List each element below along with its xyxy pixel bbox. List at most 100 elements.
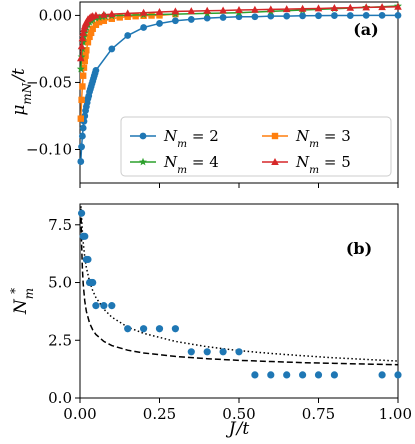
data-point xyxy=(219,348,227,356)
x-tick-label: 0.00 xyxy=(63,405,96,423)
data-point xyxy=(203,348,211,356)
panel-b-tag: (b) xyxy=(346,239,372,258)
y-tick-label: −0.05 xyxy=(26,73,72,91)
y-tick-label: 2.5 xyxy=(48,331,72,349)
data-point xyxy=(78,34,87,42)
dotted-curve xyxy=(80,206,399,362)
data-point xyxy=(100,10,108,18)
data-point xyxy=(394,2,402,10)
data-point xyxy=(394,12,402,19)
data-point xyxy=(331,12,338,19)
panel-a-x-ticks xyxy=(79,183,399,188)
panel-b-y-ticks: 0.0 2.5 5.0 7.5 xyxy=(48,216,80,407)
data-point xyxy=(203,6,211,14)
panel-a-y-ticks: 0.00 −0.05 −0.10 xyxy=(26,6,80,158)
dashed-curve xyxy=(80,208,399,366)
data-point xyxy=(283,12,291,20)
data-point xyxy=(172,17,179,25)
legend-label: Nm = 2 xyxy=(163,127,219,150)
panel-a-tag: (a) xyxy=(353,20,379,39)
data-point xyxy=(81,57,88,65)
data-point xyxy=(124,13,131,20)
panel-a: 0.00−0.05−0.10 μmN/t (a) Nm = 2 Nm = 3Nm … xyxy=(9,1,402,188)
series-3 xyxy=(77,10,179,122)
data-point xyxy=(79,83,86,90)
panel-a-series xyxy=(76,1,402,165)
legend-entry: Nm = 2 xyxy=(130,127,219,150)
data-point xyxy=(394,371,402,379)
legend-frame xyxy=(120,116,392,177)
legend-label: Nm = 3 xyxy=(295,127,351,150)
data-point xyxy=(108,302,116,310)
legend-label: Nm = 4 xyxy=(163,153,219,176)
data-point xyxy=(298,4,307,12)
data-point xyxy=(92,11,100,19)
x-tick-label: 0.25 xyxy=(143,405,176,423)
legend-marker xyxy=(139,132,147,140)
data-point xyxy=(78,96,85,104)
data-point xyxy=(362,3,370,11)
data-point xyxy=(78,132,86,140)
data-point xyxy=(378,12,386,19)
x-tick-label: 1.00 xyxy=(379,405,412,423)
data-point xyxy=(140,325,148,333)
y-tick-label: −0.10 xyxy=(26,140,72,158)
data-point xyxy=(76,64,85,73)
data-point xyxy=(77,209,86,217)
data-point xyxy=(156,20,163,27)
y-tick-label: 0.0 xyxy=(48,389,72,407)
y-tick-label: 5.0 xyxy=(48,274,72,292)
legend-marker xyxy=(271,158,279,165)
data-point xyxy=(79,72,87,79)
data-point xyxy=(84,255,92,264)
data-point xyxy=(86,33,93,41)
data-point xyxy=(251,5,259,13)
data-point xyxy=(77,115,84,122)
data-point xyxy=(148,12,155,19)
data-point xyxy=(187,16,195,23)
data-point xyxy=(87,29,95,37)
data-point xyxy=(378,371,386,379)
data-point xyxy=(299,371,307,379)
data-point xyxy=(108,10,116,18)
data-point xyxy=(330,371,338,379)
data-point xyxy=(76,54,85,62)
series-5 xyxy=(76,2,402,62)
panel-b-points xyxy=(77,209,402,379)
legend-marker xyxy=(271,132,279,140)
data-point xyxy=(124,325,132,333)
data-point xyxy=(219,6,227,14)
panel-a-legend: Nm = 2 Nm = 3 Nm = 4 Nm = 5 xyxy=(120,116,392,177)
x-tick-label: 0.75 xyxy=(302,405,335,423)
data-point xyxy=(378,3,386,11)
data-point xyxy=(282,5,291,13)
data-point xyxy=(155,325,164,333)
data-point xyxy=(362,12,370,19)
data-point xyxy=(89,278,97,287)
data-point xyxy=(314,4,323,12)
legend-entry: Nm = 3 xyxy=(262,127,351,150)
data-point xyxy=(95,13,104,21)
data-point xyxy=(83,47,90,54)
data-point xyxy=(346,12,354,19)
data-point xyxy=(251,371,259,379)
data-point xyxy=(314,371,323,379)
data-point xyxy=(79,32,88,41)
data-point xyxy=(92,66,100,74)
panel-b-x-ticks: 0.00 0.25 0.50 0.75 1.00 xyxy=(63,398,412,423)
data-point xyxy=(95,18,103,26)
data-point xyxy=(132,13,139,20)
data-point xyxy=(203,14,211,22)
data-point xyxy=(89,25,96,33)
data-point xyxy=(124,32,132,39)
data-point xyxy=(116,14,123,21)
data-point xyxy=(78,143,85,151)
data-point xyxy=(187,348,195,356)
data-point xyxy=(100,302,108,310)
data-point xyxy=(330,4,339,12)
data-point xyxy=(315,12,322,20)
data-point xyxy=(79,28,87,36)
data-point xyxy=(267,5,275,13)
data-point xyxy=(100,17,108,24)
